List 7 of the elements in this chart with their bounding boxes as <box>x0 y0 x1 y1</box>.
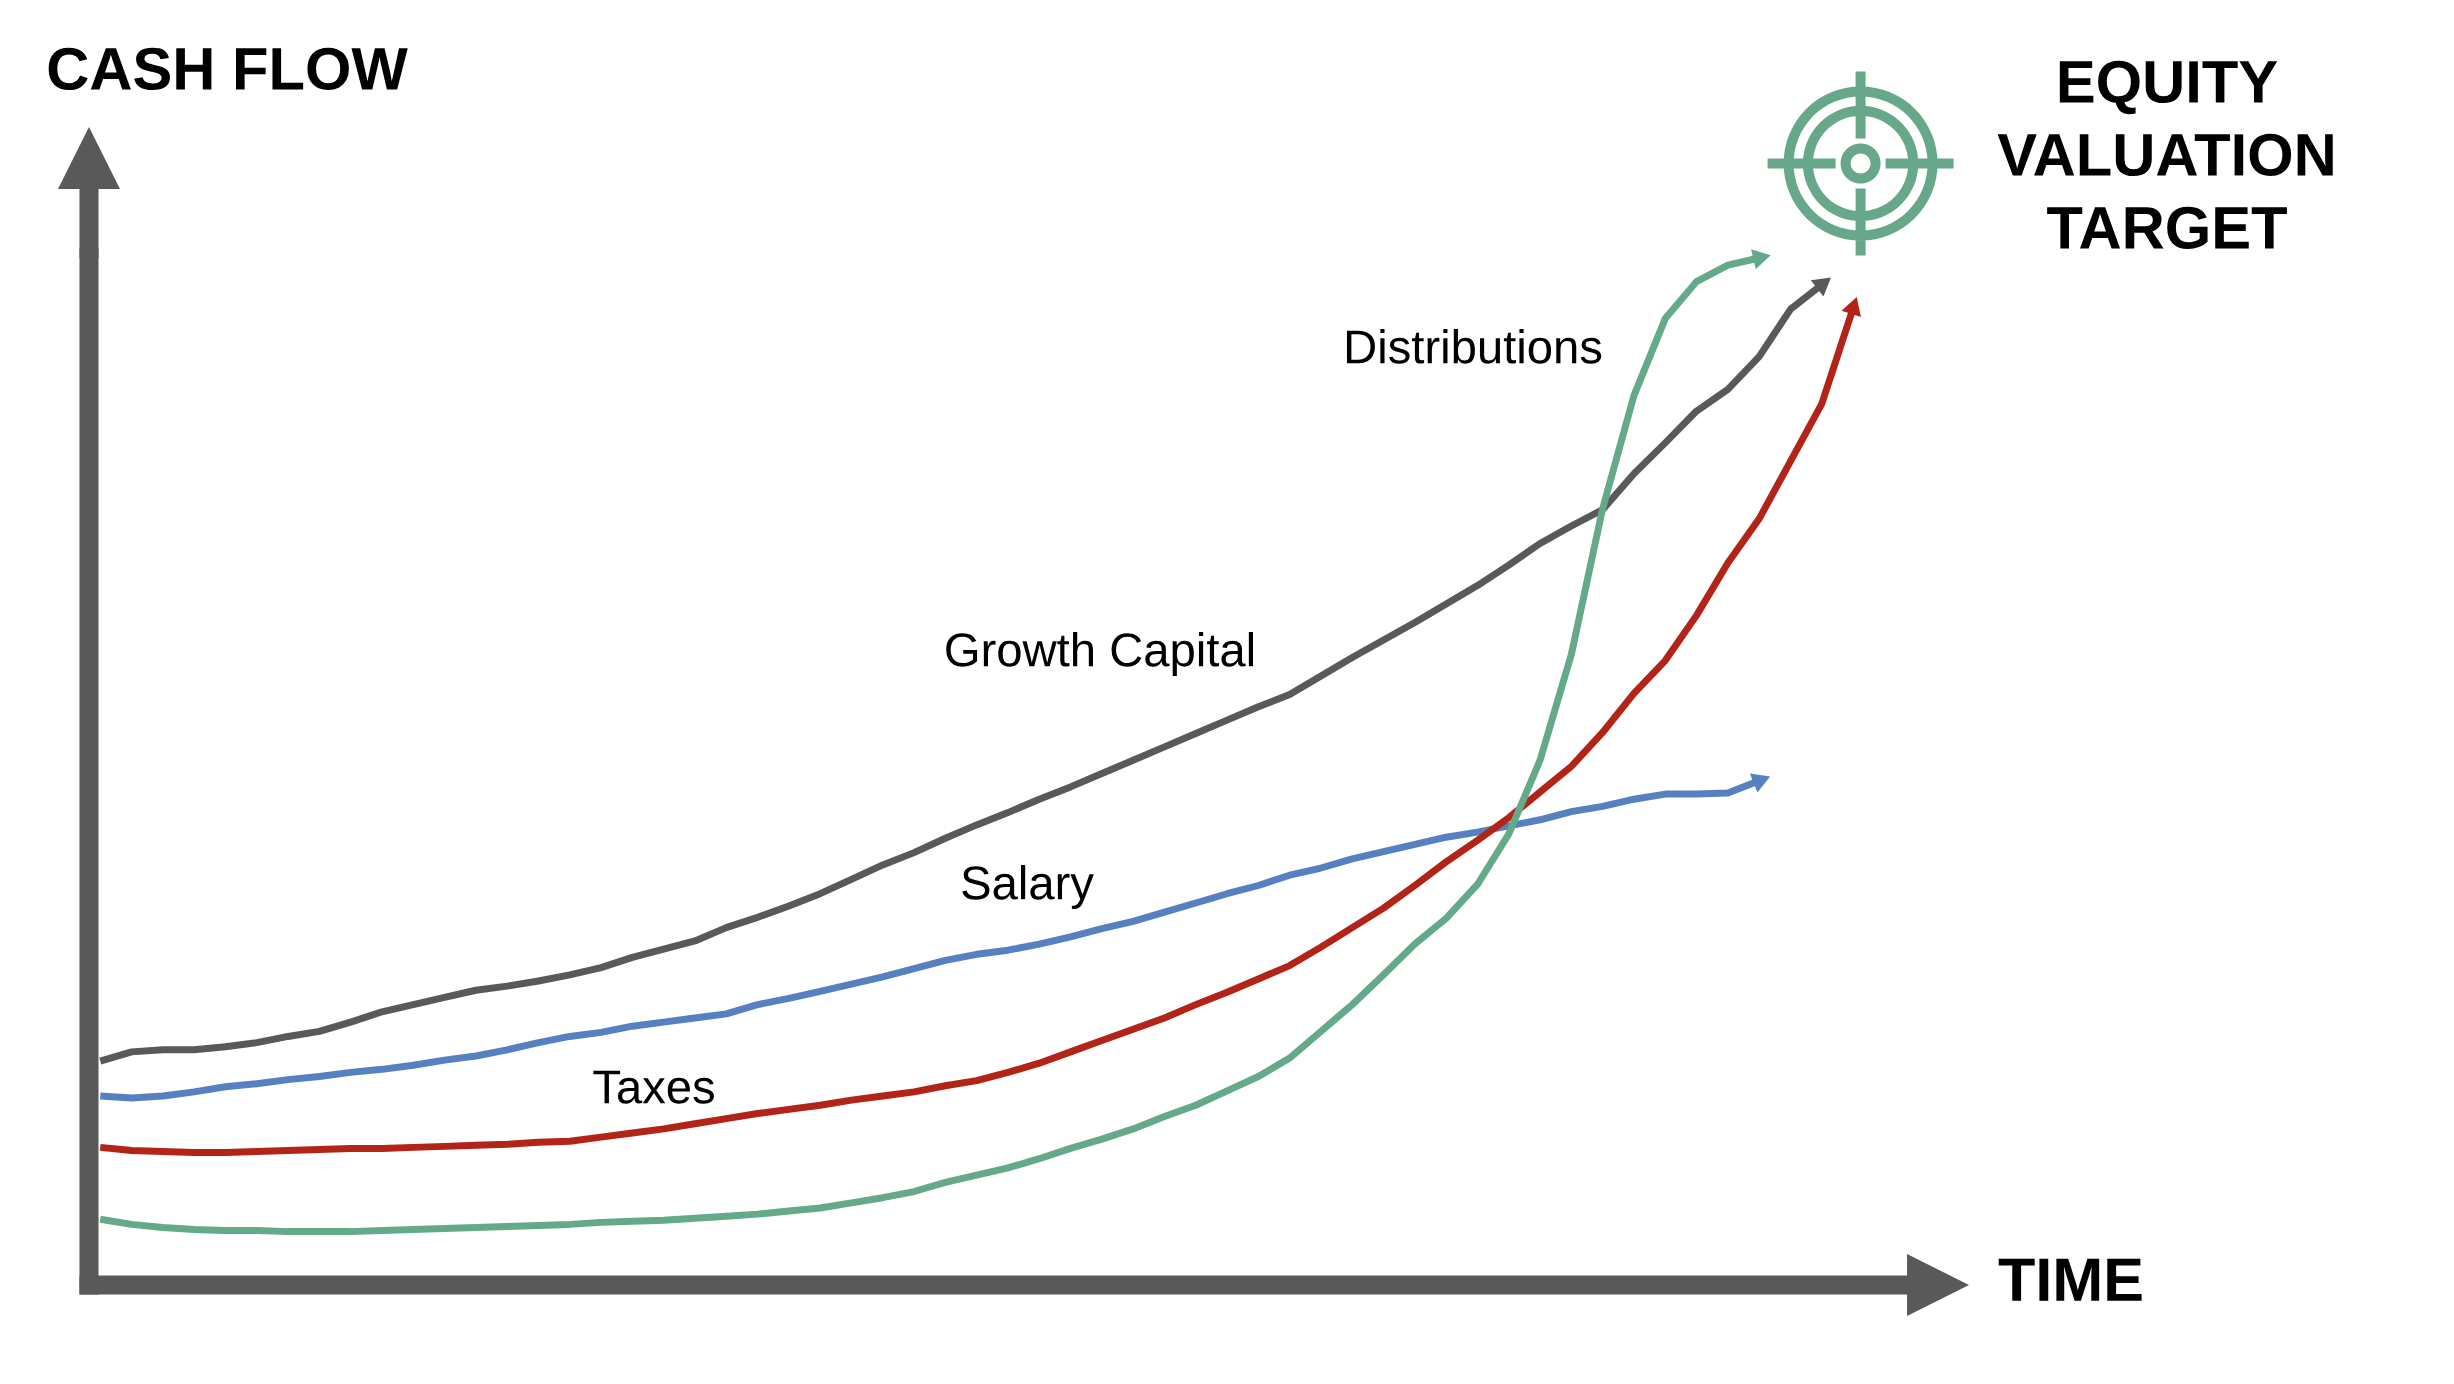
text: EQUITY VALUATION TARGET <box>1997 60 2333 250</box>
series-label: Growth Capital <box>946 631 1254 677</box>
x-axis-title: TIME <box>1998 1258 2142 1301</box>
y-axis-title: CASH FLOW <box>48 47 408 91</box>
series-label: Distributions <box>1346 328 1602 364</box>
series-label: Salary <box>962 864 1094 910</box>
series-label: Taxes <box>593 1070 714 1104</box>
